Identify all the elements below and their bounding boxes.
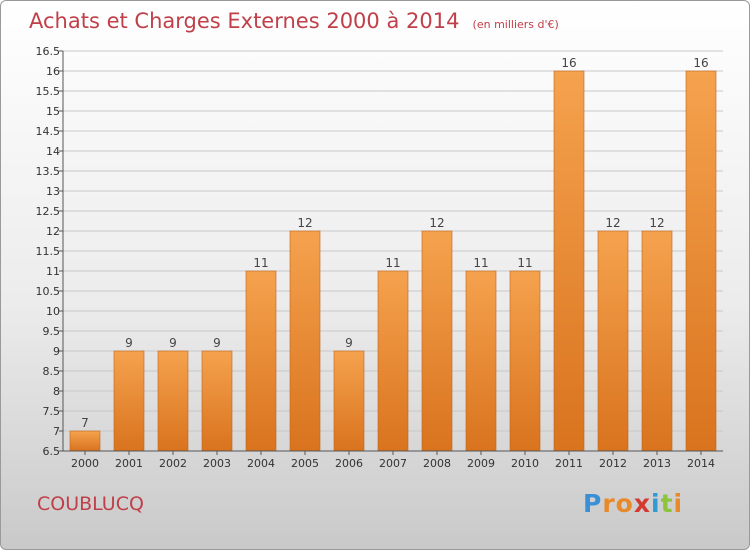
logo-letter: x — [633, 489, 651, 518]
y-tick-label: 14 — [46, 145, 60, 158]
data-label-2002: 9 — [169, 336, 177, 350]
data-label-2014: 16 — [693, 56, 708, 70]
bar-2007 — [377, 270, 409, 452]
y-tick-label: 8.5 — [43, 365, 61, 378]
bar-2014 — [685, 70, 717, 452]
y-tick-label: 12 — [46, 225, 60, 238]
y-tick-label: 10 — [46, 305, 60, 318]
bar-2004 — [245, 270, 277, 452]
y-tick-label: 11 — [46, 265, 60, 278]
bar-2006 — [333, 350, 365, 452]
bar-2000 — [69, 430, 101, 452]
logo-letter: t — [660, 489, 674, 518]
y-tick-label: 11.5 — [36, 245, 61, 258]
bar-2008 — [421, 230, 453, 452]
data-label-2008: 12 — [429, 216, 444, 230]
data-label-2010: 11 — [517, 256, 532, 270]
commune-name: COUBLUCQ — [37, 493, 144, 515]
x-tick-label-2014: 2014 — [687, 457, 715, 470]
x-tick-label-2012: 2012 — [599, 457, 627, 470]
logo-letter: i — [673, 489, 684, 518]
y-tick-label: 13 — [46, 185, 60, 198]
logo-letter: r — [602, 489, 616, 518]
chart-title: Achats et Charges Externes 2000 à 2014 — [29, 9, 460, 33]
data-label-2006: 9 — [345, 336, 353, 350]
x-axis-ticks: 2000 2001 2002 2003 2004 2005 2006 2007 2008 2009… — [71, 451, 715, 470]
bar-2001 — [113, 350, 145, 452]
data-label-2001: 9 — [125, 336, 133, 350]
data-label-2007: 11 — [385, 256, 400, 270]
logo-letter: P — [583, 489, 603, 518]
chart-unit: (en milliers d'€) — [472, 18, 559, 31]
y-tick-label: 10.5 — [36, 285, 61, 298]
data-label-2004: 11 — [253, 256, 268, 270]
x-tick-label-2006: 2006 — [335, 457, 363, 470]
proxiti-logo[interactable]: Proxiti — [583, 489, 683, 518]
bars — [69, 70, 717, 452]
y-tick-label: 13.5 — [36, 165, 61, 178]
data-label-2009: 11 — [473, 256, 488, 270]
y-tick-label: 9.5 — [43, 325, 61, 338]
chart-title-block: Achats et Charges Externes 2000 à 2014 (… — [29, 9, 559, 33]
bar-2002 — [157, 350, 189, 452]
bar-2011 — [553, 70, 585, 452]
x-tick-label-2009: 2009 — [467, 457, 495, 470]
data-label-2005: 12 — [297, 216, 312, 230]
x-tick-label-2007: 2007 — [379, 457, 407, 470]
y-tick-label: 7.5 — [43, 405, 61, 418]
bar-2012 — [597, 230, 629, 452]
x-tick-label-2002: 2002 — [159, 457, 187, 470]
y-tick-label: 12.5 — [36, 205, 61, 218]
y-tick-label: 16.5 — [36, 45, 61, 58]
x-tick-label-2001: 2001 — [115, 457, 143, 470]
bar-2003 — [201, 350, 233, 452]
data-label-2013: 12 — [649, 216, 664, 230]
x-tick-label-2000: 2000 — [71, 457, 99, 470]
x-tick-label-2013: 2013 — [643, 457, 671, 470]
bar-2010 — [509, 270, 541, 452]
y-tick-label: 15.5 — [36, 85, 61, 98]
y-axis-ticks: 6.5 7 7.5 8 8.5 9 9.5 10 10.5 11 11.5 12 12.5 13 13.5 1… — [36, 45, 63, 458]
logo-letter: i — [651, 489, 661, 518]
y-tick-label: 9 — [53, 345, 60, 358]
bar-2013 — [641, 230, 673, 452]
x-tick-label-2004: 2004 — [247, 457, 275, 470]
data-label-2000: 7 — [81, 416, 89, 430]
y-tick-label: 16 — [46, 65, 60, 78]
y-tick-label: 7 — [53, 425, 60, 438]
x-tick-label-2011: 2011 — [555, 457, 583, 470]
y-tick-label: 14.5 — [36, 125, 61, 138]
y-tick-label: 8 — [53, 385, 60, 398]
data-label-2012: 12 — [605, 216, 620, 230]
x-tick-label-2005: 2005 — [291, 457, 319, 470]
x-tick-label-2003: 2003 — [203, 457, 231, 470]
data-label-2003: 9 — [213, 336, 221, 350]
data-label-2011: 16 — [561, 56, 576, 70]
y-tick-label: 15 — [46, 105, 60, 118]
x-tick-label-2010: 2010 — [511, 457, 539, 470]
logo-letter: o — [615, 489, 634, 518]
y-tick-label: 6.5 — [43, 445, 61, 458]
bar-2009 — [465, 270, 497, 452]
data-labels: 7 9 9 9 11 12 9 11 12 11 11 16 12 12 16 — [81, 56, 708, 430]
bar-2005 — [289, 230, 321, 452]
x-tick-label-2008: 2008 — [423, 457, 451, 470]
